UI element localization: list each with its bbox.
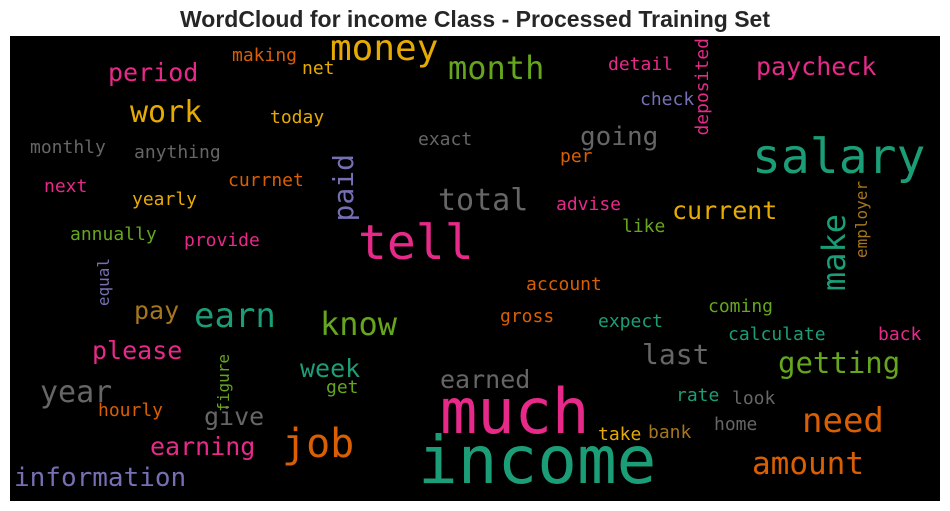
word-making: making (232, 45, 298, 66)
word-yearly: yearly (132, 189, 198, 210)
word-job: job (282, 421, 355, 467)
word-per: per (560, 146, 593, 167)
word-detail: detail (608, 54, 674, 75)
word-rate: rate (676, 385, 720, 406)
word-last: last (642, 338, 710, 371)
word-earned: earned (440, 365, 531, 394)
word-salary: salary (752, 129, 926, 185)
word-look: look (732, 388, 776, 409)
word-equal: equal (94, 258, 113, 307)
chart-title: WordCloud for income Class - Processed T… (179, 6, 771, 32)
word-advise: advise (556, 194, 622, 215)
word-monthly: monthly (30, 137, 106, 158)
word-going: going (580, 122, 659, 152)
word-need: need (802, 401, 884, 441)
word-cloud-canvas: income much salary tell money job month earn kno… (10, 36, 940, 501)
word-gross: gross (500, 306, 555, 327)
word-take: take (598, 424, 642, 445)
word-earn: earn (194, 296, 276, 336)
word-employer: employer (852, 181, 871, 259)
word-hourly: hourly (98, 400, 164, 421)
word-provide: provide (184, 230, 260, 251)
word-please: please (92, 336, 183, 365)
word-exact: exact (418, 129, 473, 150)
word-month: month (448, 49, 545, 87)
word-coming: coming (708, 296, 774, 317)
word-get: get (326, 377, 359, 398)
word-figure: figure (214, 354, 233, 412)
word-like: like (622, 216, 666, 237)
word-year: year (40, 375, 113, 410)
word-paid: paid (327, 154, 360, 222)
word-bank: bank (648, 422, 692, 443)
word-earning: earning (150, 432, 256, 461)
word-period: period (108, 58, 199, 87)
word-anything: anything (134, 142, 221, 163)
word-money: money (330, 36, 439, 69)
word-week: week (300, 354, 361, 383)
word-net: net (302, 58, 335, 79)
word-today: today (270, 107, 325, 128)
word-annually: annually (70, 224, 157, 245)
word-know: know (320, 305, 398, 343)
word-getting: getting (778, 346, 901, 380)
word-information: information (14, 463, 187, 493)
word-check: check (640, 89, 695, 110)
word-give: give (204, 402, 265, 431)
word-pay: pay (134, 296, 180, 325)
word-account: account (526, 274, 602, 295)
word-much: much (440, 375, 590, 448)
word-current: current (672, 196, 778, 225)
word-calculate: calculate (728, 324, 826, 345)
word-expect: expect (598, 311, 664, 332)
word-tell: tell (358, 215, 474, 271)
word-currnet: currnet (228, 170, 304, 191)
word-home: home (714, 414, 758, 435)
word-next: next (44, 176, 88, 197)
word-total: total (438, 183, 529, 218)
word-work: work (130, 95, 203, 130)
word-back: back (878, 324, 922, 345)
word-income: income (418, 422, 657, 499)
word-make: make (815, 214, 853, 292)
word-amount: amount (752, 446, 864, 482)
word-deposited: deposited (692, 38, 713, 136)
word-paycheck: paycheck (756, 52, 877, 81)
